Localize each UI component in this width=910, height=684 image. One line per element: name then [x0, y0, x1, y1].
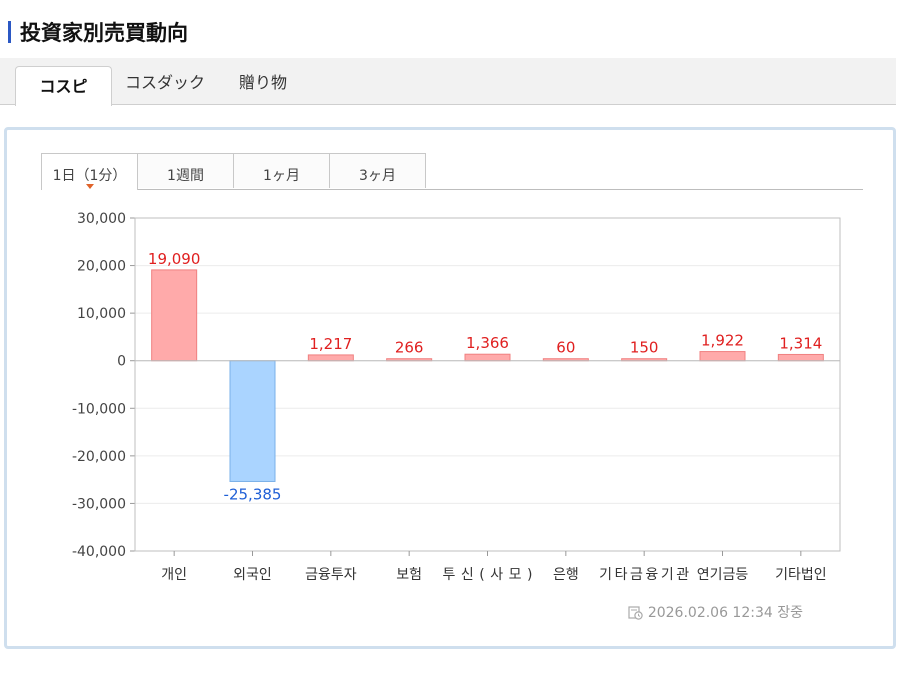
x-category-label: 기타법인: [775, 567, 827, 583]
x-category-label: 금융투자: [305, 567, 357, 583]
bar: [229, 360, 276, 482]
bar-value-label: 1,217: [309, 335, 352, 353]
page-title: 投資家別売買動向: [8, 18, 188, 46]
bar-value-label: 1,922: [701, 332, 744, 350]
tab-3month[interactable]: 3ヶ月: [329, 153, 426, 188]
x-category-label: 보험: [396, 567, 422, 583]
y-tick-label: 10,000: [77, 306, 126, 322]
bar-value-label: 19,090: [148, 250, 201, 268]
x-category-label: 외국인: [233, 567, 272, 583]
tab-kosdaq[interactable]: コスダック: [125, 73, 206, 92]
y-tick-label: -20,000: [72, 449, 126, 465]
chart-panel: 1日（1分） 1週間 1ヶ月 3ヶ月 30,000 20,000 10,000 0 -1…: [4, 127, 896, 649]
y-tick-label: -40,000: [72, 544, 126, 560]
investor-bar-chart: 30,000 20,000 10,000 0 -10,000 -20,000 -30,000…: [72, 211, 841, 583]
bar-value-label: 1,314: [779, 334, 822, 352]
bar-value-label: 266: [395, 339, 424, 357]
timestamp-text: 2026.02.06 12:34 장중: [647, 605, 803, 621]
x-category-label: 투신(사모): [443, 567, 533, 583]
title-accent-bar: [8, 21, 11, 43]
y-tick-label: -30,000: [72, 496, 126, 512]
bar: [699, 351, 746, 362]
tab-1day[interactable]: 1日（1分）: [41, 153, 138, 190]
tab-1week[interactable]: 1週間: [137, 153, 234, 188]
refresh-clock-icon: [628, 605, 643, 620]
x-category-label: 은행: [553, 567, 579, 583]
market-tab-bar: コスピ コスダック 贈り物: [0, 58, 896, 106]
x-category-label: 연기금등: [697, 567, 749, 583]
active-tab-marker-icon: [86, 184, 94, 189]
y-tick-label: -10,000: [72, 401, 126, 417]
bar: [464, 353, 511, 362]
tab-1month[interactable]: 1ヶ月: [233, 153, 330, 188]
x-category-label: 개인: [161, 567, 187, 583]
period-tab-bar: 1日（1分） 1週間 1ヶ月 3ヶ月: [41, 153, 863, 190]
page-title-text: 投資家別売買動向: [20, 21, 188, 45]
tab-futures[interactable]: 贈り物: [239, 73, 288, 92]
bar-value-label: 60: [556, 339, 575, 357]
bar-value-label: -25,385: [224, 485, 282, 503]
bar: [777, 353, 824, 362]
bar: [307, 354, 354, 362]
tab-kospi[interactable]: コスピ: [15, 66, 112, 106]
y-tick-label: 20,000: [77, 259, 126, 275]
y-tick-label: 30,000: [77, 211, 126, 227]
bar-value-label: 1,366: [466, 334, 509, 352]
bar: [151, 269, 198, 362]
timestamp: 2026.02.06 12:34 장중: [628, 602, 803, 622]
bar-value-label: 150: [630, 339, 659, 357]
y-tick-label: 0: [117, 354, 126, 370]
x-category-label: 기타금융기관: [599, 567, 689, 583]
